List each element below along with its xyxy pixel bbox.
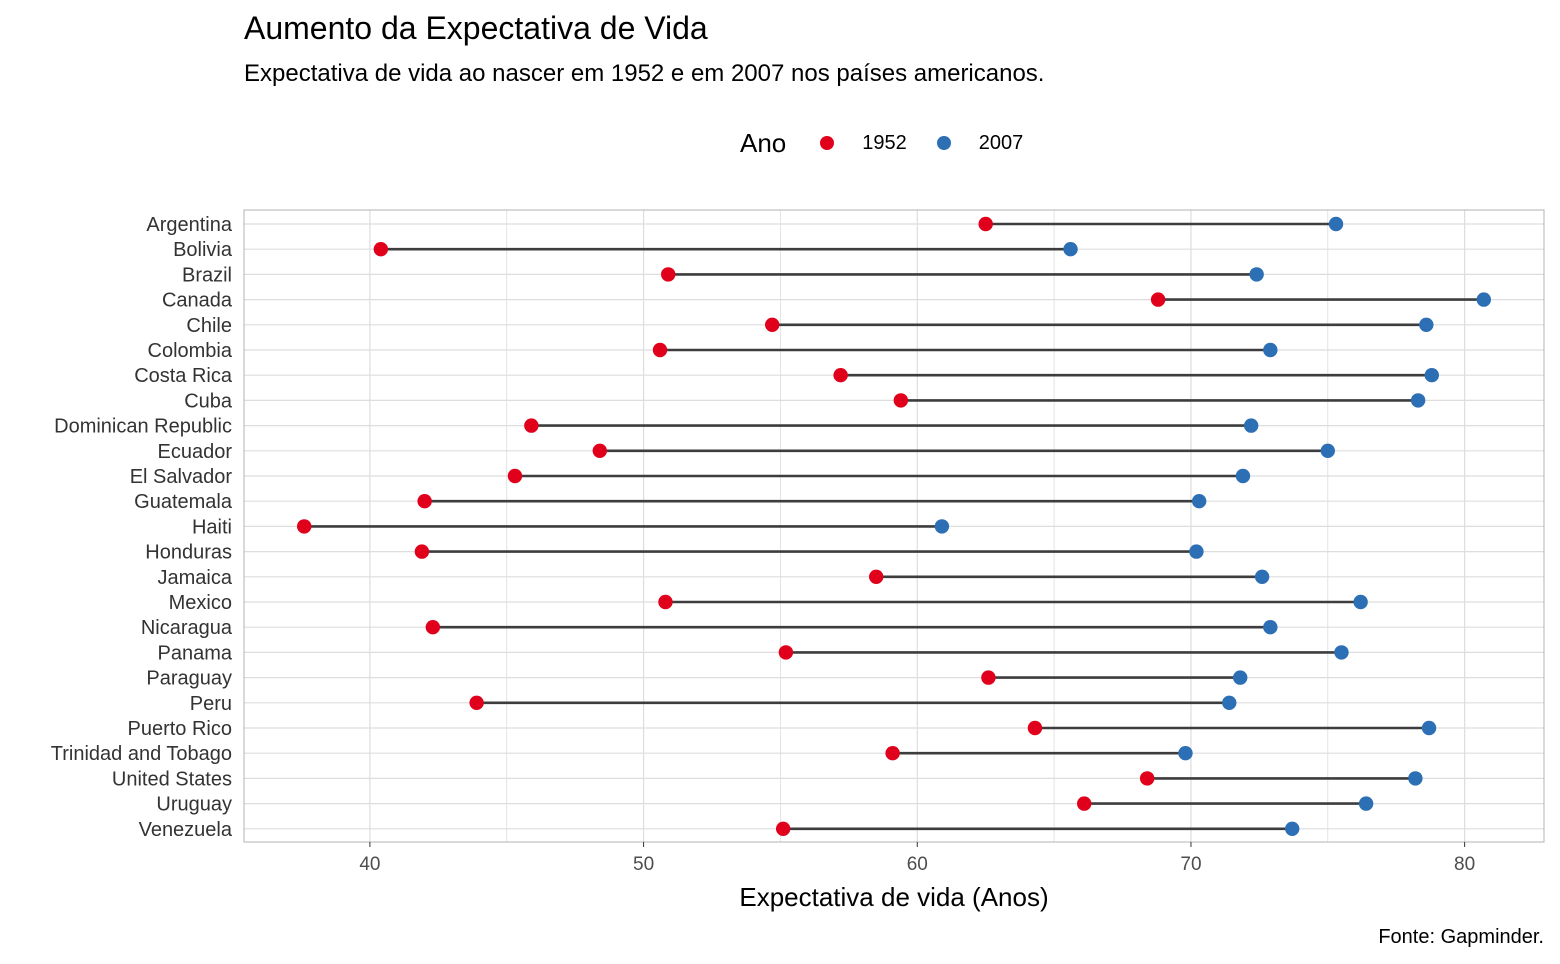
point-2007 — [1249, 267, 1264, 282]
point-2007 — [1408, 771, 1423, 786]
point-2007 — [1410, 393, 1426, 408]
y-tick-label: Nicaragua — [141, 617, 233, 639]
y-tick-label: Peru — [190, 693, 232, 715]
y-tick-label: Panama — [158, 642, 233, 664]
point-1952 — [1077, 796, 1092, 811]
y-tick-label: Trinidad and Tobago — [51, 743, 232, 765]
point-1952 — [833, 368, 848, 383]
x-tick-label: 80 — [1454, 854, 1475, 875]
point-1952 — [414, 544, 430, 559]
y-tick-label: Chile — [186, 315, 232, 337]
point-2007 — [1320, 443, 1335, 458]
x-tick-label: 40 — [359, 854, 380, 875]
point-2007 — [1353, 594, 1368, 610]
point-1952 — [524, 418, 539, 433]
point-2007 — [1285, 821, 1300, 836]
point-1952 — [652, 342, 668, 358]
point-1952 — [775, 821, 791, 836]
legend-dot-1952 — [820, 136, 835, 150]
legend-item-1952: 1952 — [820, 132, 907, 155]
legend-title: Ano — [740, 127, 787, 158]
y-tick-label: Paraguay — [146, 668, 232, 690]
panel-border — [243, 209, 1545, 843]
y-tick-label: Uruguay — [156, 794, 232, 816]
point-2007 — [1263, 342, 1278, 358]
point-1952 — [885, 746, 900, 761]
caption: Fonte: Gapminder. — [1378, 926, 1544, 948]
point-2007 — [1189, 544, 1204, 559]
y-tick-label: Colombia — [148, 340, 233, 362]
point-1952 — [978, 216, 993, 232]
x-tick-label: 70 — [1180, 854, 1201, 875]
y-tick-label: Puerto Rico — [128, 718, 233, 740]
y-tick-label: Bolivia — [173, 239, 233, 261]
y-tick-label: Dominican Republic — [54, 416, 232, 438]
y-tick-label: Argentina — [146, 214, 232, 236]
y-tick-label: United States — [112, 768, 232, 790]
y-tick-label: Mexico — [169, 592, 232, 614]
y-tick-label: Cuba — [184, 390, 233, 412]
point-2007 — [1235, 468, 1251, 484]
chart-subtitle: Expectativa de vida ao nascer em 1952 e … — [244, 60, 1045, 87]
point-1952 — [1139, 771, 1155, 786]
legend-label-2007: 2007 — [978, 131, 1024, 154]
point-2007 — [1191, 494, 1207, 509]
point-1952 — [507, 468, 523, 484]
point-2007 — [1421, 720, 1437, 736]
point-2007 — [1476, 292, 1491, 307]
y-tick-label: Guatemala — [134, 491, 233, 513]
point-2007 — [1263, 620, 1278, 635]
point-1952 — [1027, 720, 1043, 736]
y-tick-label: El Salvador — [130, 466, 233, 488]
point-1952 — [661, 267, 676, 282]
point-2007 — [1063, 242, 1078, 257]
point-1952 — [297, 519, 312, 534]
point-1952 — [869, 569, 884, 584]
y-tick-label: Canada — [162, 290, 233, 312]
x-tick-label: 60 — [907, 854, 928, 875]
y-tick-label: Brazil — [182, 264, 232, 286]
y-tick-label: Ecuador — [158, 441, 233, 463]
x-tick-label: 50 — [633, 854, 654, 875]
point-1952 — [893, 393, 909, 408]
y-tick-label: Haiti — [192, 516, 232, 538]
chart-title: Aumento da Expectativa de Vida — [244, 10, 708, 46]
point-1952 — [592, 443, 607, 458]
point-2007 — [1334, 645, 1349, 660]
point-2007 — [1424, 368, 1439, 383]
legend-dot-2007 — [936, 136, 951, 150]
point-1952 — [778, 645, 794, 660]
point-2007 — [934, 519, 950, 534]
point-1952 — [373, 242, 389, 257]
point-2007 — [1178, 746, 1193, 761]
point-2007 — [1222, 695, 1237, 710]
point-2007 — [1328, 216, 1344, 232]
point-1952 — [765, 317, 780, 332]
y-tick-label: Honduras — [145, 542, 232, 564]
x-axis-title: Expectativa de vida (Anos) — [739, 882, 1048, 912]
point-2007 — [1233, 670, 1248, 685]
point-1952 — [425, 620, 441, 635]
point-2007 — [1254, 569, 1270, 584]
point-1952 — [658, 594, 673, 610]
y-tick-label: Costa Rica — [134, 365, 233, 387]
point-1952 — [981, 670, 996, 685]
point-1952 — [469, 695, 484, 710]
point-2007 — [1358, 796, 1374, 811]
y-tick-label: Venezuela — [139, 819, 233, 841]
point-1952 — [417, 494, 432, 509]
point-1952 — [1150, 292, 1166, 307]
legend: Ano 1952 2007 — [740, 126, 1053, 160]
legend-item-2007: 2007 — [936, 131, 1024, 155]
y-tick-label: Jamaica — [158, 567, 233, 589]
point-2007 — [1419, 317, 1434, 332]
legend-label-1952: 1952 — [862, 131, 907, 154]
point-2007 — [1243, 418, 1259, 433]
